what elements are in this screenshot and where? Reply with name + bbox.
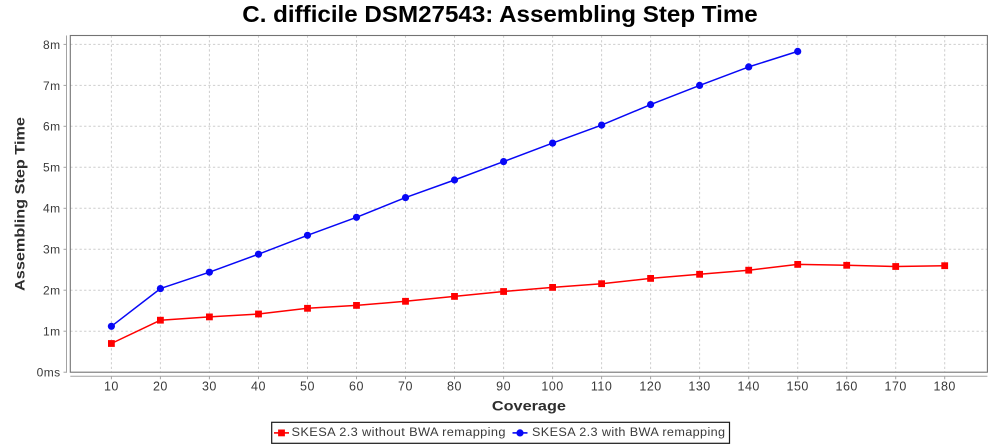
svg-text:2m: 2m <box>43 284 60 298</box>
svg-text:0ms: 0ms <box>37 366 61 380</box>
svg-text:3m: 3m <box>43 243 60 257</box>
svg-text:140: 140 <box>738 380 760 394</box>
svg-text:100: 100 <box>541 380 563 394</box>
svg-text:60: 60 <box>349 380 364 394</box>
svg-text:Assembling Step Time: Assembling Step Time <box>13 117 29 291</box>
svg-text:90: 90 <box>496 380 511 394</box>
svg-text:40: 40 <box>251 380 266 394</box>
svg-text:50: 50 <box>300 380 315 394</box>
svg-text:1m: 1m <box>43 325 60 339</box>
svg-text:5m: 5m <box>43 161 60 175</box>
svg-text:SKESA 2.3 without BWA remappin: SKESA 2.3 without BWA remapping <box>292 425 506 439</box>
svg-text:120: 120 <box>639 380 661 394</box>
svg-text:80: 80 <box>447 380 462 394</box>
svg-text:6m: 6m <box>43 120 60 134</box>
svg-text:180: 180 <box>934 380 956 394</box>
svg-text:20: 20 <box>153 380 168 394</box>
svg-text:Coverage: Coverage <box>492 399 566 415</box>
svg-text:160: 160 <box>836 380 858 394</box>
svg-text:170: 170 <box>885 380 907 394</box>
svg-text:30: 30 <box>202 380 217 394</box>
svg-text:SKESA 2.3 with BWA remapping: SKESA 2.3 with BWA remapping <box>532 425 725 439</box>
svg-text:7m: 7m <box>43 79 60 93</box>
svg-text:110: 110 <box>591 380 612 394</box>
svg-text:130: 130 <box>688 380 710 394</box>
svg-text:C. difficile DSM27543: Assembl: C. difficile DSM27543: Assembling Step T… <box>242 1 757 28</box>
svg-text:150: 150 <box>787 380 809 394</box>
svg-text:10: 10 <box>104 380 119 394</box>
svg-text:70: 70 <box>398 380 413 394</box>
svg-text:4m: 4m <box>43 202 60 216</box>
svg-text:8m: 8m <box>43 38 60 52</box>
